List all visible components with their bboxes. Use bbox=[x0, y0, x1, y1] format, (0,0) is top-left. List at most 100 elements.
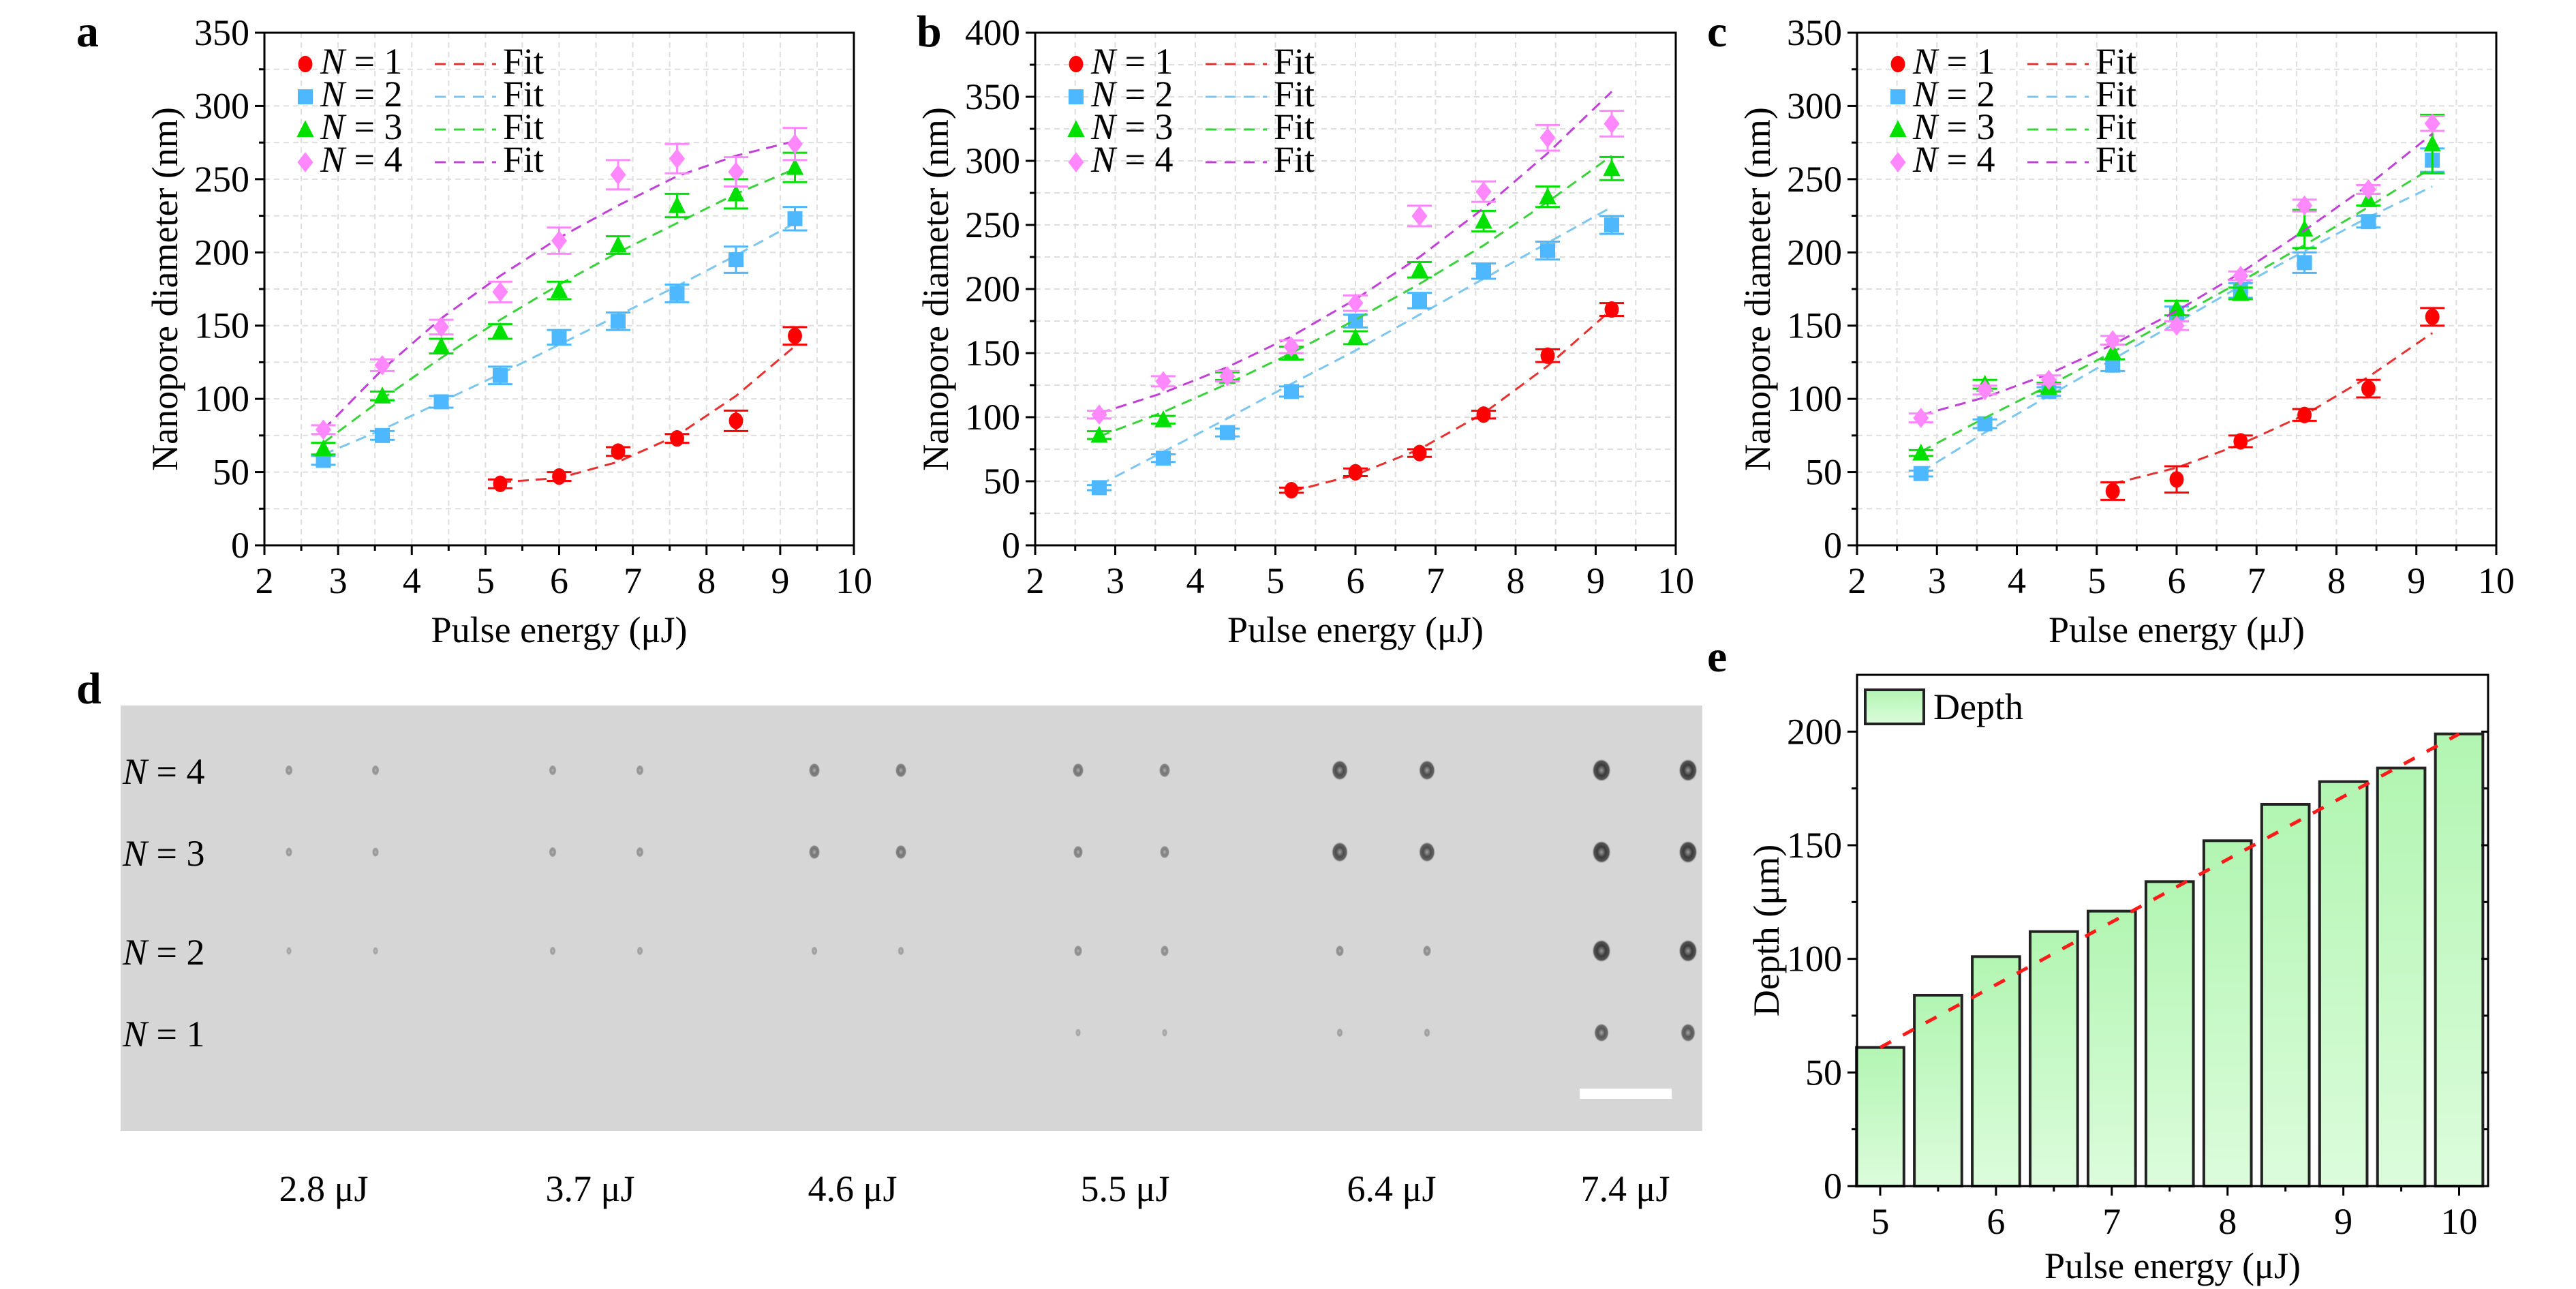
x-tick-label: 8 bbox=[2218, 1201, 2237, 1242]
data-point bbox=[1977, 416, 1993, 431]
nanopore bbox=[1592, 759, 1611, 782]
fit-line-n2 bbox=[322, 222, 796, 456]
chart-panel-b: 2 3 4 5 6 7 8 9 10050100150200250300350400Pulse … bbox=[915, 12, 1694, 650]
panel-label-b: b bbox=[917, 7, 942, 57]
data-point bbox=[1475, 181, 1492, 202]
data-point bbox=[1284, 482, 1299, 499]
fit-line-n1 bbox=[2112, 332, 2434, 485]
column-label: 7.4 μJ bbox=[1581, 1168, 1670, 1209]
y-tick-label: 250 bbox=[194, 159, 249, 200]
plot-frame bbox=[1856, 673, 2489, 1187]
x-tick-label: 10 bbox=[835, 560, 872, 601]
legend-label-n2: N = 2 bbox=[320, 74, 403, 115]
bar bbox=[1855, 1046, 1905, 1187]
legend-fit-label: Fit bbox=[2096, 41, 2136, 82]
fit-line-n1 bbox=[1291, 308, 1612, 493]
grid bbox=[1857, 33, 2496, 545]
data-point bbox=[2233, 433, 2248, 450]
data-point bbox=[787, 211, 803, 226]
x-axis-label: Pulse energy (μJ) bbox=[2049, 609, 2305, 650]
data-point bbox=[1219, 365, 1236, 386]
nanopore bbox=[1336, 1028, 1343, 1037]
y-tick-label: 300 bbox=[194, 85, 249, 126]
panel-label-d: d bbox=[76, 664, 102, 714]
series-n4 bbox=[1087, 91, 1624, 425]
data-point bbox=[1603, 159, 1621, 177]
fit-line-n3 bbox=[322, 168, 796, 444]
data-point bbox=[2105, 357, 2121, 373]
row-label-n2: N = 2 bbox=[122, 932, 205, 973]
data-point bbox=[729, 252, 743, 268]
data-point bbox=[375, 427, 390, 443]
data-point bbox=[492, 282, 508, 303]
microscope-image bbox=[121, 706, 1702, 1131]
data-point bbox=[786, 134, 803, 155]
data-point bbox=[2425, 308, 2440, 325]
legend-marker-n1 bbox=[1890, 55, 1905, 73]
nanopore bbox=[1075, 1028, 1082, 1037]
nanopore bbox=[1160, 945, 1169, 957]
nanopore bbox=[1678, 939, 1698, 962]
column-label: 4.6 μJ bbox=[808, 1168, 898, 1209]
x-tick-label: 9 bbox=[1586, 560, 1605, 601]
data-point bbox=[2297, 255, 2312, 271]
panel-label-a: a bbox=[76, 7, 99, 57]
legend-label-n4: N = 4 bbox=[1090, 139, 1174, 180]
nanopore bbox=[1593, 1023, 1610, 1042]
data-point bbox=[2424, 113, 2440, 134]
series-n4 bbox=[1908, 113, 2445, 428]
data-point bbox=[609, 235, 627, 253]
bar bbox=[1913, 994, 1963, 1187]
x-tick-label: 2 bbox=[1848, 560, 1867, 601]
legend-fit-label: Fit bbox=[2096, 106, 2136, 147]
fit-line-n4 bbox=[1099, 91, 1613, 414]
series-n1 bbox=[488, 326, 808, 492]
data-point bbox=[1156, 451, 1171, 466]
nanopore bbox=[1418, 759, 1436, 781]
x-tick-label: 5 bbox=[2087, 560, 2106, 601]
data-point bbox=[315, 419, 332, 440]
x-tick-label: 8 bbox=[2327, 560, 2346, 601]
y-tick-label: 300 bbox=[1787, 85, 1842, 126]
series-n4 bbox=[311, 127, 808, 440]
x-tick-label: 9 bbox=[2334, 1201, 2352, 1242]
y-axis-label: Nanopore diameter (nm) bbox=[144, 107, 185, 471]
data-point bbox=[1475, 211, 1492, 229]
data-point bbox=[2040, 369, 2057, 391]
y-tick-label: 50 bbox=[983, 461, 1020, 502]
data-point bbox=[1476, 406, 1491, 423]
nanopore bbox=[1072, 763, 1084, 778]
row-label-n3: N = 3 bbox=[122, 833, 205, 874]
data-point bbox=[433, 317, 450, 337]
data-point bbox=[552, 468, 566, 485]
data-point bbox=[2168, 315, 2185, 336]
nanopore bbox=[808, 845, 821, 860]
microscopy-panel-d: N = 4 N = 3 N = 2 N = 1 2.8 μJ 3.7 μJ 4.6 μJ 5.… bbox=[121, 706, 1702, 1209]
nanopore bbox=[808, 763, 821, 778]
legend-label-n1: N = 1 bbox=[1912, 41, 1995, 82]
data-point bbox=[1412, 444, 1427, 461]
nanopore bbox=[1159, 845, 1170, 859]
x-tick-label: 7 bbox=[1426, 560, 1445, 601]
x-tick-label: 5 bbox=[476, 560, 495, 601]
legend-label-n1: N = 1 bbox=[320, 41, 403, 82]
legend-label-n3: N = 3 bbox=[1912, 106, 1995, 147]
y-axis-label: Depth (μm) bbox=[1746, 845, 1787, 1016]
legend-label-n3: N = 3 bbox=[1090, 106, 1174, 147]
column-label: 2.8 μJ bbox=[279, 1168, 369, 1209]
nanopore bbox=[1331, 841, 1349, 863]
x-tick-label: 3 bbox=[1928, 560, 1946, 601]
legend-fit-label: Fit bbox=[1274, 139, 1315, 180]
legend-fit-label: Fit bbox=[2096, 74, 2136, 115]
data-point bbox=[314, 439, 333, 457]
y-tick-label: 150 bbox=[194, 305, 249, 346]
column-label: 5.5 μJ bbox=[1081, 1168, 1170, 1209]
legend-fit-label: Fit bbox=[503, 41, 544, 82]
data-point bbox=[1913, 466, 1929, 481]
data-point bbox=[493, 475, 508, 492]
data-point bbox=[550, 281, 568, 299]
nanopore bbox=[1592, 840, 1611, 864]
y-tick-label: 100 bbox=[965, 397, 1020, 438]
